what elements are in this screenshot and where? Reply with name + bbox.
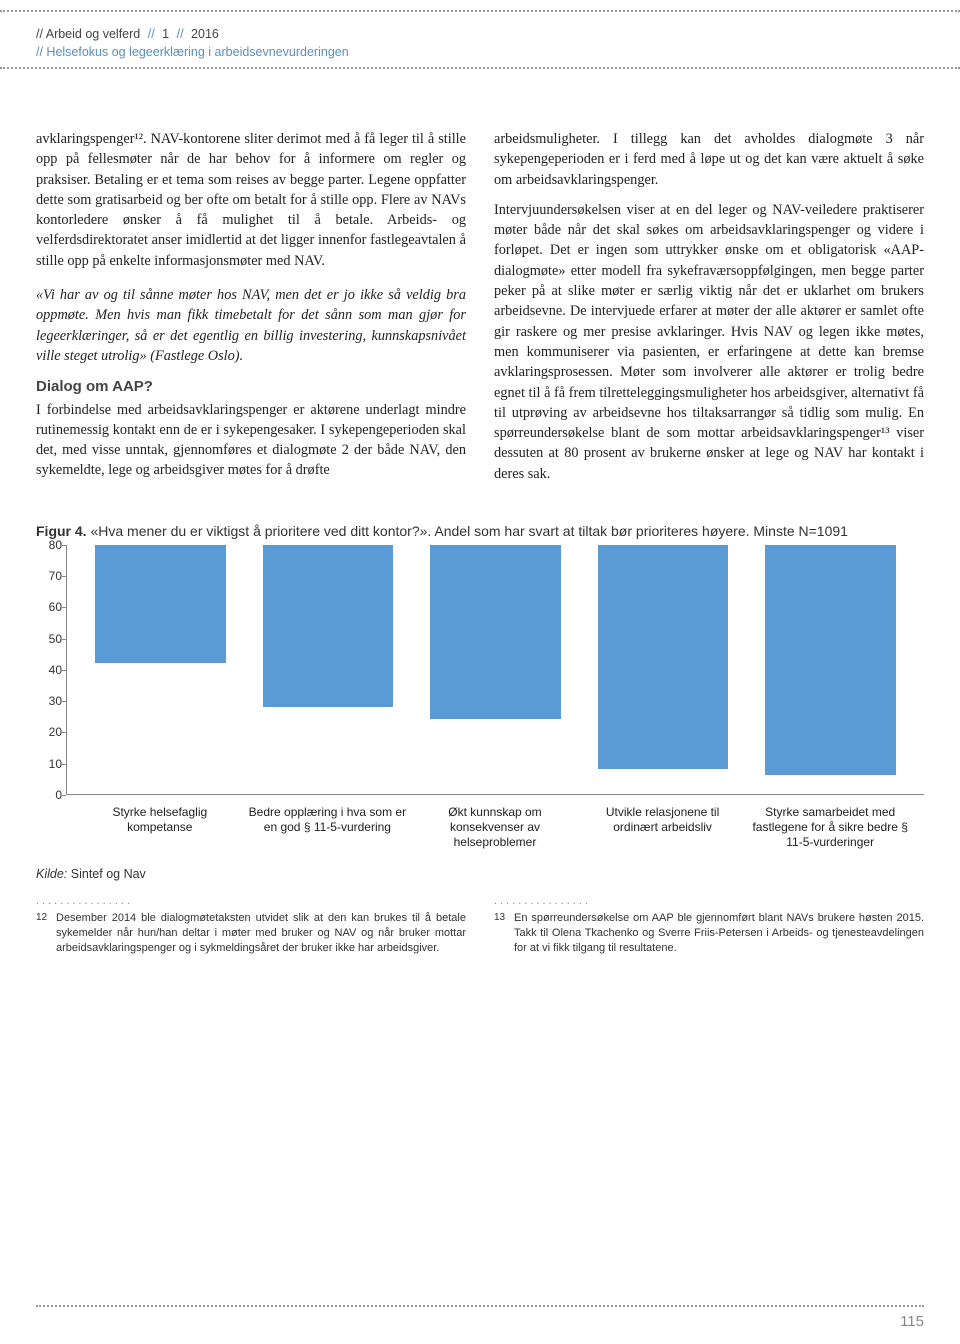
pull-quote: «Vi har av og til sånne møter hos NAV, m… [36, 285, 466, 366]
footnote-dots-left: ................ [36, 895, 466, 907]
footnotes-row: ................ 12 Desember 2014 ble di… [0, 889, 960, 956]
y-tick-label: 60 [36, 600, 62, 614]
y-tick-label: 20 [36, 725, 62, 739]
running-header: // Arbeid og velferd // 1 // 2016 // Hel… [0, 12, 960, 67]
footnote-13: 13 En spørreundersøkelse om AAP ble gjen… [494, 911, 924, 956]
footnote-12: 12 Desember 2014 ble dialogmøtetaksten u… [36, 911, 466, 956]
left-column: avklaringspenger¹². NAV-kontorene sliter… [36, 129, 466, 494]
x-axis-labels: Styrke helsefaglig kompetanseBedre opplæ… [66, 799, 924, 855]
left-p1: avklaringspenger¹². NAV-kontorene sliter… [36, 129, 466, 271]
x-axis-label: Økt kunnskap om konsekvenser av helsepro… [411, 805, 579, 855]
bar-slot [412, 545, 579, 794]
right-p2: Intervjuundersøkelsen viser at en del le… [494, 200, 924, 484]
y-tick-label: 70 [36, 569, 62, 583]
x-axis-label: Utvikle relasjonene til ordinært arbeids… [579, 805, 747, 855]
y-tick-mark [62, 576, 66, 577]
header-line-1: // Arbeid og velferd // 1 // 2016 [36, 26, 924, 44]
source-text: Sintef og Nav [71, 867, 146, 881]
footnote-12-text: Desember 2014 ble dialogmøtetaksten utvi… [56, 911, 466, 956]
figure-label: Figur 4. [36, 523, 87, 539]
footnote-col-left: ................ 12 Desember 2014 ble di… [36, 895, 466, 956]
figure-source: Kilde: Sintef og Nav [0, 855, 960, 889]
y-tick-mark [62, 607, 66, 608]
y-tick-label: 40 [36, 663, 62, 677]
x-axis-label: Styrke helsefaglig kompetanse [76, 805, 244, 855]
y-tick-label: 50 [36, 632, 62, 646]
y-tick-mark [62, 732, 66, 733]
y-tick-label: 30 [36, 694, 62, 708]
bar-slot [579, 545, 746, 794]
footnote-12-num: 12 [36, 911, 56, 956]
y-tick-label: 10 [36, 757, 62, 771]
bar-slot [747, 545, 914, 794]
y-tick-label: 0 [36, 788, 62, 802]
x-axis-label: Bedre opplæring i hva som er en god § 11… [244, 805, 412, 855]
right-column: arbeidsmuligheter. I tillegg kan det avh… [494, 129, 924, 494]
bar-chart: Styrke helsefaglig kompetanseBedre opplæ… [36, 545, 924, 855]
y-tick-mark [62, 764, 66, 765]
bar [95, 545, 226, 663]
x-axis-label: Styrke samarbeidet med fastlegene for å … [746, 805, 914, 855]
figure-caption: Figur 4. «Hva mener du er viktigst å pri… [36, 522, 924, 541]
bar-slot [77, 545, 244, 794]
header-subtitle-line: // Helsefokus og legeerklæring i arbeids… [36, 44, 924, 62]
y-tick-mark [62, 639, 66, 640]
bar-slot [244, 545, 411, 794]
right-p1: arbeidsmuligheter. I tillegg kan det avh… [494, 129, 924, 190]
footnote-13-text: En spørreundersøkelse om AAP ble gjennom… [514, 911, 924, 956]
page-number: 115 [36, 1307, 924, 1330]
bar [765, 545, 896, 775]
y-tick-label: 80 [36, 538, 62, 552]
subheading-dialog: Dialog om AAP? [36, 376, 466, 397]
issue-number: 1 [162, 27, 169, 41]
bar [430, 545, 561, 719]
bar [263, 545, 394, 707]
two-column-body: avklaringspenger¹². NAV-kontorene sliter… [0, 69, 960, 504]
issue-year: 2016 [191, 27, 219, 41]
y-tick-mark [62, 701, 66, 702]
bar [598, 545, 729, 769]
footnote-col-right: ................ 13 En spørreundersøkels… [494, 895, 924, 956]
article-subtitle: Helsefokus og legeerklæring i arbeidsevn… [46, 45, 348, 59]
figure-4: Figur 4. «Hva mener du er viktigst å pri… [0, 504, 960, 855]
page-footer: 115 [36, 1305, 924, 1330]
left-p2: I forbindelse med arbeidsavklaringspenge… [36, 400, 466, 481]
figure-caption-text: «Hva mener du er viktigst å prioritere v… [90, 523, 848, 539]
footnote-dots-right: ................ [494, 895, 924, 907]
bars-container [67, 545, 924, 794]
footnote-13-num: 13 [494, 911, 514, 956]
source-label: Kilde: [36, 867, 67, 881]
y-tick-mark [62, 670, 66, 671]
journal-name: Arbeid og velferd [46, 27, 141, 41]
y-tick-mark [62, 795, 66, 796]
chart-plot-area [66, 545, 924, 795]
y-tick-mark [62, 545, 66, 546]
